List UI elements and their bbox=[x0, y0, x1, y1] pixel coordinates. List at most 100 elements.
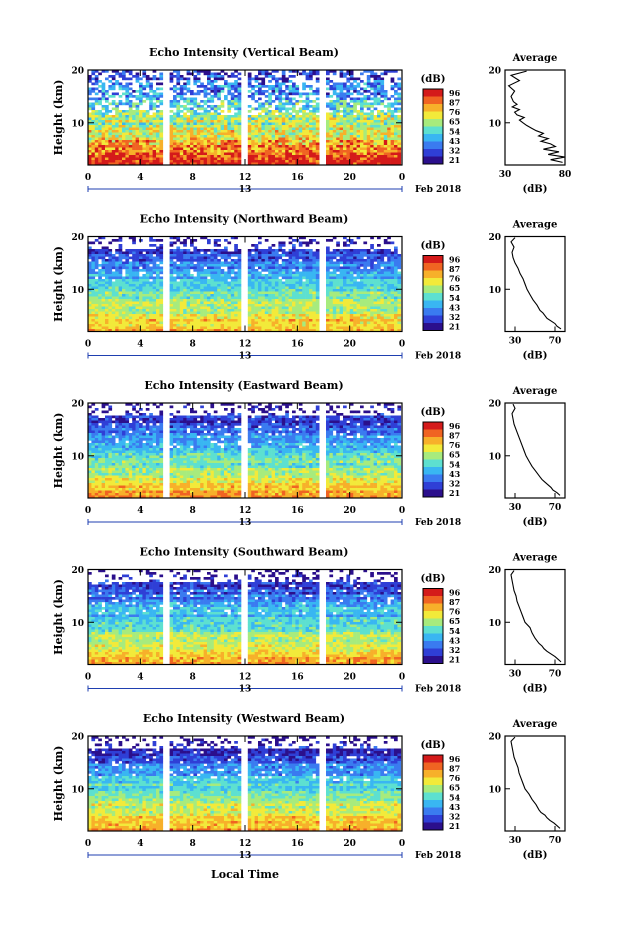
heatmap-cell bbox=[125, 271, 130, 275]
heatmap-cell bbox=[217, 276, 221, 280]
heatmap-cell bbox=[370, 72, 374, 76]
heatmap-cell bbox=[186, 135, 191, 138]
heatmap-cell bbox=[176, 264, 181, 267]
heatmap-cell bbox=[200, 306, 204, 310]
heatmap-cell bbox=[179, 279, 184, 282]
heatmap-cell bbox=[98, 72, 102, 76]
heatmap-cell bbox=[264, 117, 269, 121]
heatmap-cell bbox=[258, 112, 262, 116]
heatmap-cell bbox=[128, 271, 133, 275]
heatmap-cell bbox=[302, 309, 306, 312]
heatmap-cell bbox=[346, 279, 351, 282]
heatmap-cell bbox=[346, 127, 351, 131]
heatmap-cell bbox=[366, 125, 371, 128]
heatmap-cell bbox=[207, 274, 211, 277]
heatmap-cell bbox=[305, 95, 310, 98]
heatmap-cell bbox=[122, 72, 126, 76]
heatmap-cell bbox=[326, 304, 330, 307]
heatmap-cell bbox=[125, 279, 130, 282]
heatmap-cell bbox=[115, 276, 119, 280]
heatmap-cell bbox=[237, 127, 242, 131]
heatmap-cell bbox=[152, 279, 157, 282]
heatmap-cell bbox=[152, 132, 157, 136]
heatmap-cell bbox=[139, 152, 143, 156]
heatmap-cell bbox=[200, 281, 204, 285]
heatmap-cell bbox=[149, 236, 153, 240]
heatmap-cell bbox=[115, 261, 119, 265]
heatmap-cell bbox=[390, 125, 395, 128]
heatmap-cell bbox=[196, 137, 201, 141]
heatmap-cell bbox=[203, 301, 208, 305]
heatmap-cell bbox=[227, 142, 232, 146]
heatmap-cell bbox=[353, 157, 357, 161]
heatmap-cell bbox=[258, 256, 262, 260]
heatmap-cell bbox=[292, 145, 296, 148]
heatmap-cell bbox=[278, 274, 283, 277]
heatmap-cell bbox=[190, 259, 194, 262]
heatmap-cell bbox=[305, 132, 310, 136]
heatmap-cell bbox=[366, 95, 371, 98]
heatmap-cell bbox=[207, 269, 211, 272]
heatmap-cell bbox=[302, 261, 306, 265]
heatmap-cell bbox=[94, 256, 99, 260]
heatmap-cell bbox=[394, 276, 398, 280]
heatmap-cell bbox=[186, 264, 191, 267]
heatmap-cell bbox=[383, 125, 388, 128]
heatmap-cell bbox=[217, 266, 221, 270]
heatmap-cell bbox=[295, 269, 300, 272]
heatmap-cell bbox=[237, 140, 242, 143]
heatmap-cell bbox=[288, 85, 293, 88]
heatmap-cell bbox=[309, 70, 313, 73]
heatmap-cell bbox=[135, 249, 140, 252]
heatmap-cell bbox=[349, 125, 354, 128]
heatmap-cell bbox=[366, 152, 371, 156]
heatmap-cell bbox=[91, 286, 96, 290]
heatmap-cell bbox=[179, 155, 184, 158]
panel-0: Echo Intensity (Vertical Beam)Height (km… bbox=[52, 46, 571, 195]
heatmap-cell bbox=[125, 304, 130, 307]
heatmap-cell bbox=[94, 261, 99, 265]
heatmap-cell bbox=[108, 135, 113, 138]
heatmap-cell bbox=[186, 261, 191, 265]
heatmap-cell bbox=[264, 145, 269, 148]
heatmap-cell bbox=[142, 92, 147, 96]
heatmap-cell bbox=[200, 155, 204, 158]
heatmap-cell bbox=[217, 112, 221, 116]
heatmap-cell bbox=[281, 80, 286, 83]
heatmap-cell bbox=[309, 147, 313, 151]
heatmap-cell bbox=[288, 90, 293, 93]
heatmap-cell bbox=[346, 122, 351, 126]
heatmap-cell bbox=[360, 110, 364, 113]
heatmap-cell bbox=[326, 301, 330, 305]
heatmap-cell bbox=[390, 286, 395, 290]
heatmap-cell bbox=[196, 294, 201, 297]
heatmap-cell bbox=[336, 135, 340, 138]
heatmap-cell bbox=[349, 115, 354, 118]
heatmap-cell bbox=[261, 296, 266, 300]
heatmap-cell bbox=[247, 85, 252, 88]
heatmap-cell bbox=[258, 249, 262, 252]
heatmap-cell bbox=[312, 72, 317, 76]
heatmap-cell bbox=[230, 102, 235, 106]
heatmap-cell bbox=[275, 107, 279, 111]
heatmap-cell bbox=[349, 301, 354, 305]
heatmap-cell bbox=[115, 140, 119, 143]
heatmap-cell bbox=[295, 142, 300, 146]
heatmap-cell bbox=[173, 251, 177, 255]
heatmap-cell bbox=[125, 122, 130, 126]
heatmap-cell bbox=[366, 284, 371, 287]
heatmap-cell bbox=[261, 309, 266, 312]
heatmap-cell bbox=[118, 145, 123, 148]
heatmap-cell bbox=[363, 122, 368, 126]
heatmap-cell bbox=[292, 140, 296, 143]
heatmap-cell bbox=[251, 122, 255, 126]
heatmap-cell bbox=[332, 261, 337, 265]
heatmap-cell bbox=[312, 92, 317, 96]
heatmap-cell bbox=[315, 110, 320, 113]
heatmap-cell bbox=[98, 299, 102, 302]
heatmap-cell bbox=[390, 110, 395, 113]
heatmap-cell bbox=[251, 281, 255, 285]
heatmap-cell bbox=[288, 279, 293, 282]
heatmap-cell bbox=[156, 162, 160, 166]
heatmap-cell bbox=[169, 150, 174, 153]
